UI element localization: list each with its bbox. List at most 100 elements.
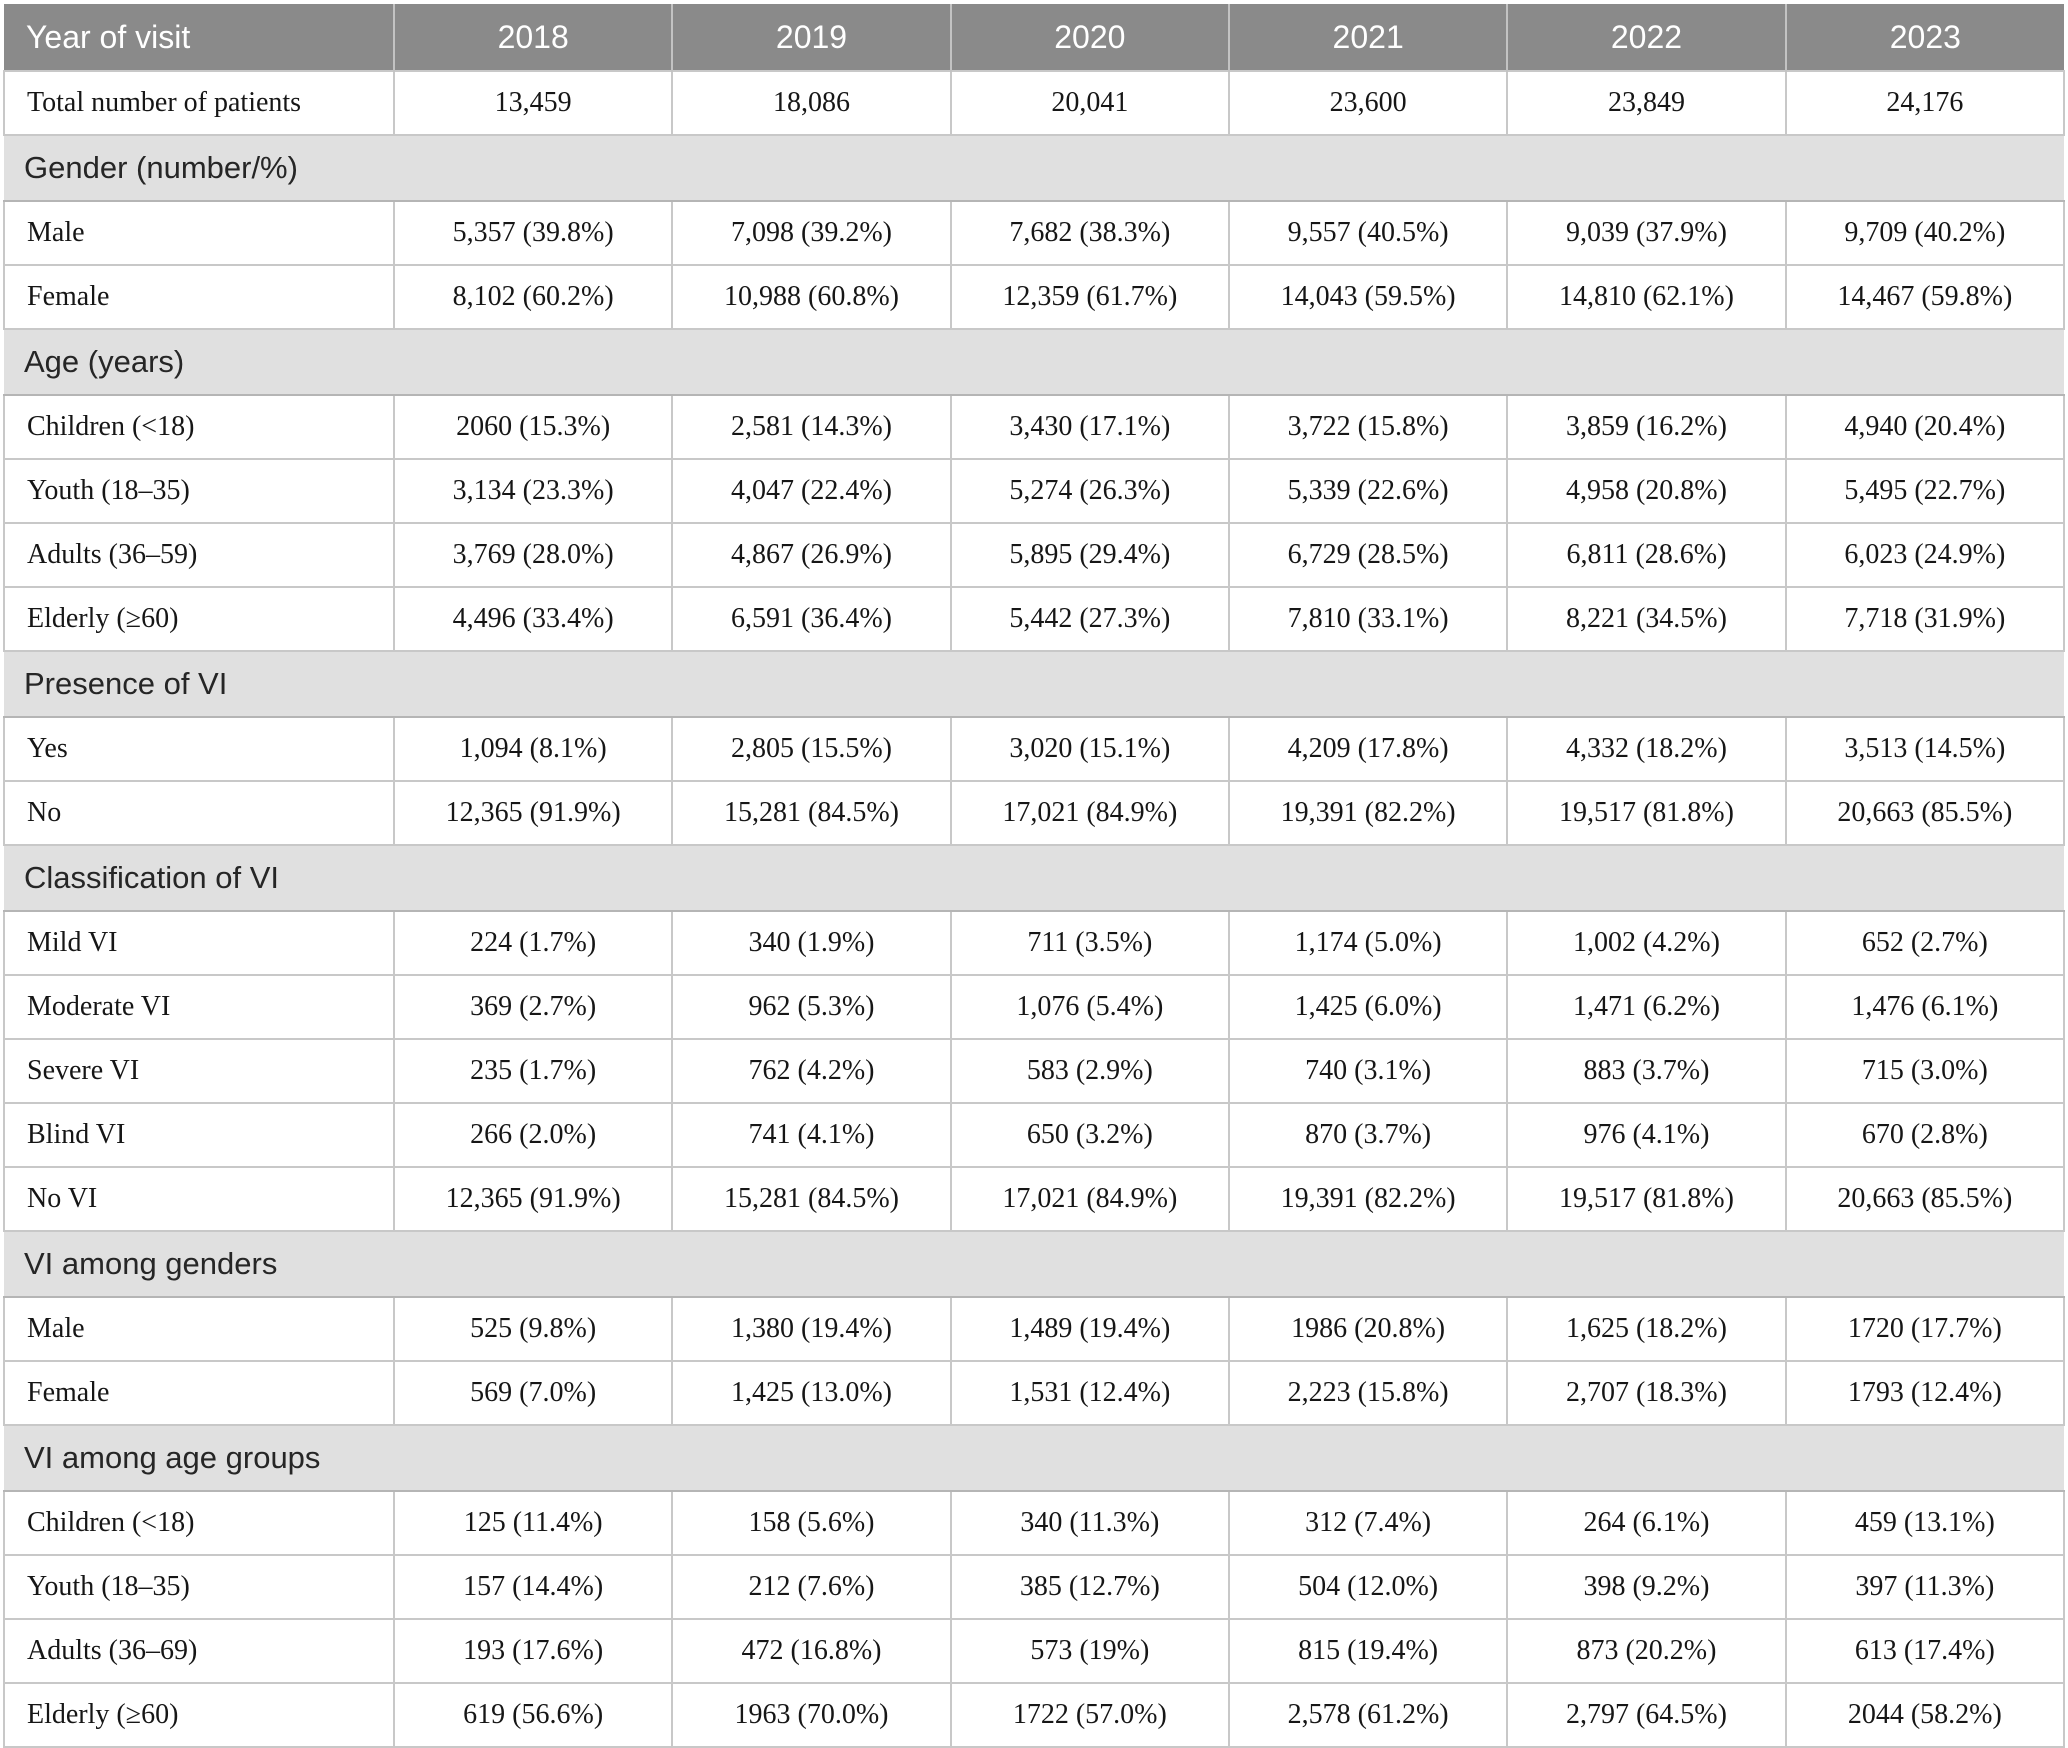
value-cell: 193 (17.6%) [392,1618,674,1684]
value-cell: 20,663 (85.5%) [1784,780,2066,846]
value-cell: 2,581 (14.3%) [671,394,952,460]
value-cell: 5,895 (29.4%) [949,522,1230,588]
value-cell: 1,094 (8.1%) [392,716,674,782]
row-label: Female [3,264,395,330]
table-row: Youth (18–35) 3,134 (23.3%) 4,047 (22.4%) 5… [3,458,2066,524]
table-row: Moderate VI 369 (2.7%) 962 (5.3%) 1,076 (5.… [3,974,2066,1040]
value-cell: 7,682 (38.3%) [949,200,1230,266]
section-title: VI among age groups [4,1424,2064,1492]
value-cell: 6,729 (28.5%) [1227,522,1509,588]
value-cell: 1,380 (19.4%) [671,1296,952,1362]
value-cell: 20,663 (85.5%) [1784,1166,2066,1232]
row-label: Female [3,1360,395,1426]
value-cell: 2,707 (18.3%) [1506,1360,1787,1426]
value-cell: 1,476 (6.1%) [1784,974,2066,1040]
row-label: Adults (36–59) [3,522,395,588]
row-label: Youth (18–35) [3,1554,395,1620]
value-cell: 670 (2.8%) [1784,1102,2066,1168]
value-cell: 1986 (20.8%) [1227,1296,1509,1362]
value-cell: 650 (3.2%) [949,1102,1230,1168]
section-header-row: VI among age groups [4,1424,2064,1492]
table-row: Children (<18) 2060 (15.3%) 2,581 (14.3%) 3… [3,394,2066,460]
value-cell: 1,489 (19.4%) [949,1296,1230,1362]
value-cell: 157 (14.4%) [392,1554,674,1620]
value-cell: 4,209 (17.8%) [1227,716,1509,782]
table-row: Female 8,102 (60.2%) 10,988 (60.8%) 12,359 … [3,264,2066,330]
value-cell: 10,988 (60.8%) [671,264,952,330]
table-row: Children (<18) 125 (11.4%) 158 (5.6%) 340 (… [3,1490,2066,1556]
value-cell: 397 (11.3%) [1784,1554,2066,1620]
value-cell: 24,176 [1784,70,2066,136]
row-label: Male [3,200,395,266]
value-cell: 762 (4.2%) [671,1038,952,1104]
value-cell: 472 (16.8%) [671,1618,952,1684]
row-label: Children (<18) [3,1490,395,1556]
value-cell: 870 (3.7%) [1227,1102,1509,1168]
value-cell: 3,430 (17.1%) [949,394,1230,460]
value-cell: 711 (3.5%) [949,910,1230,976]
value-cell: 2,797 (64.5%) [1506,1682,1787,1748]
value-cell: 2060 (15.3%) [392,394,674,460]
value-cell: 17,021 (84.9%) [949,780,1230,846]
year-header-2019: 2019 [671,4,951,71]
value-cell: 9,557 (40.5%) [1227,200,1509,266]
value-cell: 962 (5.3%) [671,974,952,1040]
value-cell: 815 (19.4%) [1227,1618,1509,1684]
value-cell: 15,281 (84.5%) [671,1166,952,1232]
value-cell: 504 (12.0%) [1227,1554,1509,1620]
value-cell: 224 (1.7%) [392,910,674,976]
value-cell: 14,810 (62.1%) [1506,264,1787,330]
row-label: Youth (18–35) [3,458,395,524]
section-title: Classification of VI [4,844,2064,912]
value-cell: 14,043 (59.5%) [1227,264,1509,330]
value-cell: 14,467 (59.8%) [1784,264,2066,330]
table-body: Total number of patients 13,459 18,086 20,0… [3,70,2066,1748]
value-cell: 4,958 (20.8%) [1506,458,1787,524]
value-cell: 12,365 (91.9%) [392,1166,674,1232]
value-cell: 17,021 (84.9%) [949,1166,1230,1232]
value-cell: 2044 (58.2%) [1784,1682,2066,1748]
value-cell: 740 (3.1%) [1227,1038,1509,1104]
value-cell: 385 (12.7%) [949,1554,1230,1620]
table-row: Blind VI 266 (2.0%) 741 (4.1%) 650 (3.2%) 87… [3,1102,2066,1168]
value-cell: 3,020 (15.1%) [949,716,1230,782]
table-row: Mild VI 224 (1.7%) 340 (1.9%) 711 (3.5%) 1,1… [3,910,2066,976]
value-cell: 652 (2.7%) [1784,910,2066,976]
value-cell: 873 (20.2%) [1506,1618,1787,1684]
value-cell: 1,076 (5.4%) [949,974,1230,1040]
table-row: Adults (36–59) 3,769 (28.0%) 4,867 (26.9%)… [3,522,2066,588]
value-cell: 1,425 (13.0%) [671,1360,952,1426]
row-label: Moderate VI [3,974,395,1040]
value-cell: 125 (11.4%) [392,1490,674,1556]
value-cell: 212 (7.6%) [671,1554,952,1620]
value-cell: 6,023 (24.9%) [1784,522,2066,588]
table-row: Elderly (≥60) 4,496 (33.4%) 6,591 (36.4%) 5… [3,586,2066,652]
value-cell: 15,281 (84.5%) [671,780,952,846]
year-header-2021: 2021 [1227,4,1508,71]
table-row-total-patients: Total number of patients 13,459 18,086 20,0… [3,70,2066,136]
value-cell: 3,134 (23.3%) [392,458,674,524]
row-label: Total number of patients [3,70,395,136]
row-label: Children (<18) [3,394,395,460]
section-title: Gender (number/%) [4,134,2064,202]
row-label: Mild VI [3,910,395,976]
value-cell: 5,339 (22.6%) [1227,458,1509,524]
value-cell: 525 (9.8%) [392,1296,674,1362]
section-title: Age (years) [4,328,2064,396]
value-cell: 2,223 (15.8%) [1227,1360,1509,1426]
value-cell: 8,102 (60.2%) [392,264,674,330]
section-header-row: Presence of VI [4,650,2064,718]
value-cell: 9,709 (40.2%) [1784,200,2066,266]
row-label: Adults (36–69) [3,1618,395,1684]
value-cell: 4,332 (18.2%) [1506,716,1787,782]
value-cell: 264 (6.1%) [1506,1490,1787,1556]
table-row: Yes 1,094 (8.1%) 2,805 (15.5%) 3,020 (15.1%… [3,716,2066,782]
value-cell: 398 (9.2%) [1506,1554,1787,1620]
value-cell: 1,174 (5.0%) [1227,910,1509,976]
value-cell: 583 (2.9%) [949,1038,1230,1104]
value-cell: 741 (4.1%) [671,1102,952,1168]
value-cell: 9,039 (37.9%) [1506,200,1787,266]
year-header-2020: 2020 [949,4,1229,71]
value-cell: 12,359 (61.7%) [949,264,1230,330]
row-label: No [3,780,395,846]
